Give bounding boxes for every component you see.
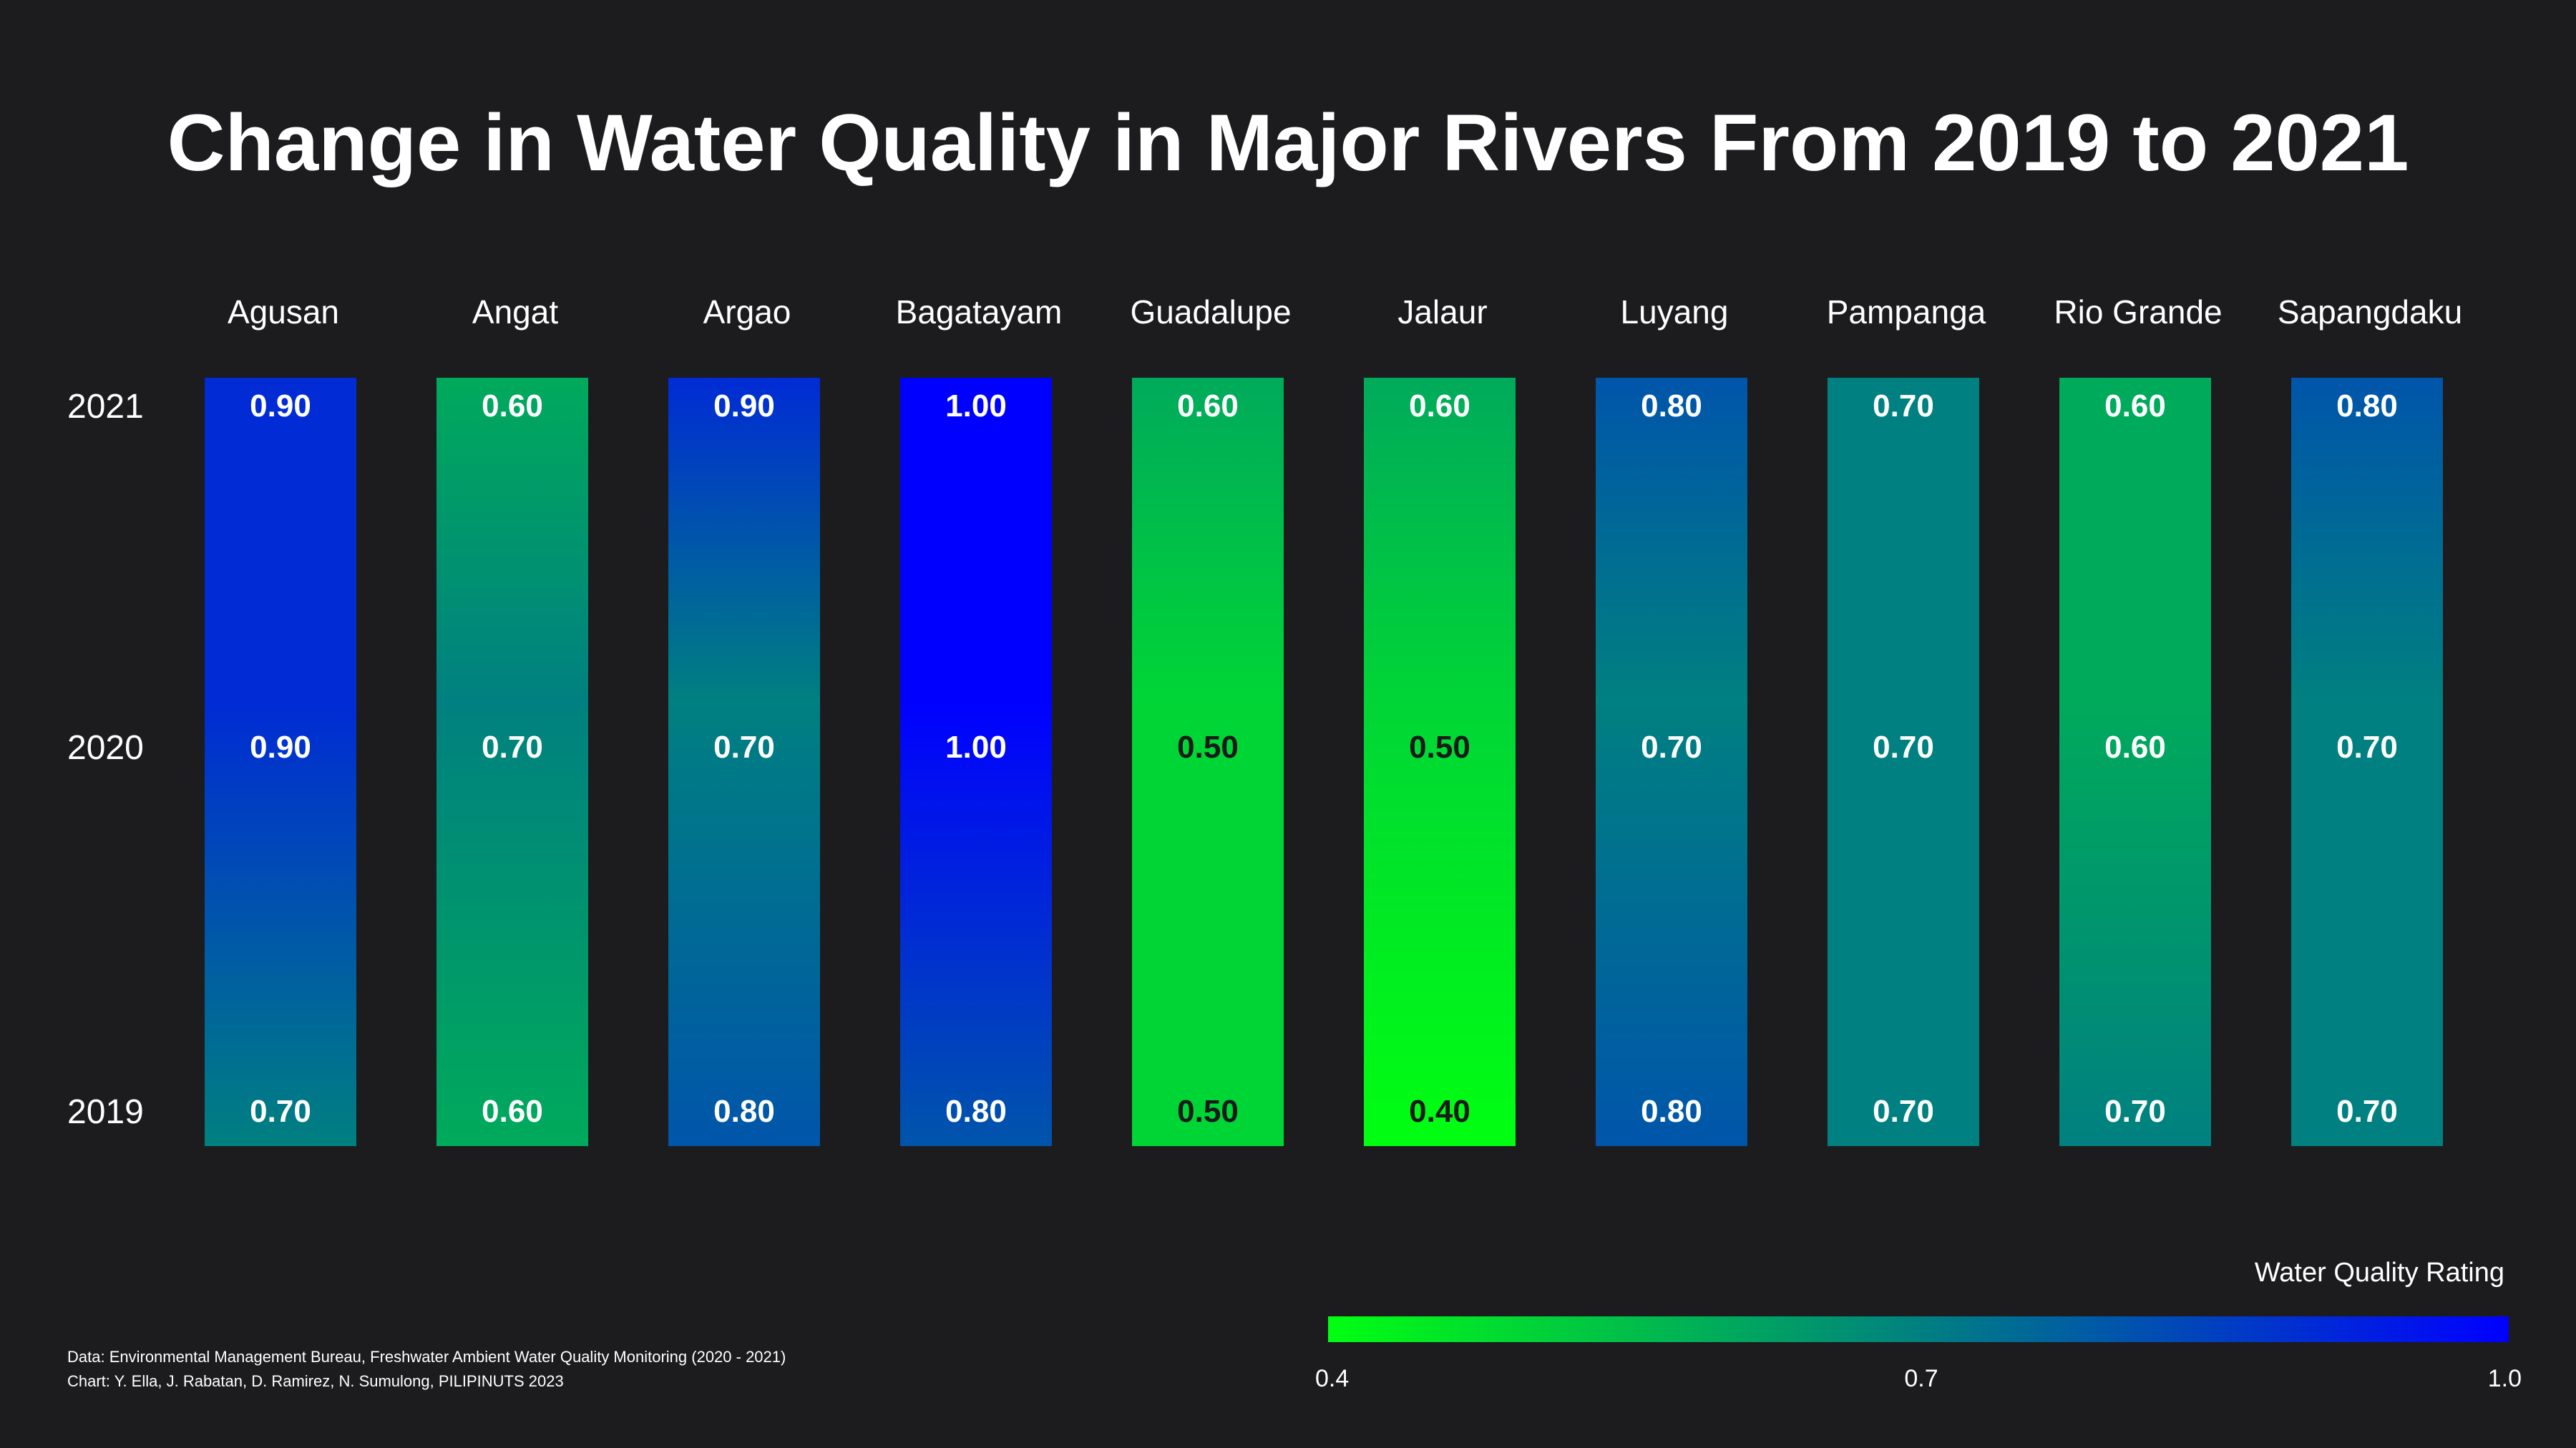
year-label-2020: 2020 (67, 729, 144, 767)
value-label: 1.00 (945, 730, 1007, 765)
legend-tick-label: 0.4 (1315, 1365, 1349, 1392)
river-column-jalaur (1364, 378, 1516, 1146)
value-label: 0.60 (2104, 388, 2166, 424)
value-label: 0.60 (1409, 388, 1470, 424)
value-label: 0.50 (1177, 730, 1239, 765)
value-label: 0.70 (1873, 730, 1934, 765)
river-label: Bagatayam (896, 293, 1063, 331)
color-legend: 0.4 0.7 1.0 (1315, 1316, 2522, 1392)
river-column-luyang (1596, 378, 1747, 1146)
river-label: Argao (703, 293, 791, 331)
value-label: 0.70 (250, 1094, 311, 1129)
river-column-angat (436, 378, 588, 1146)
value-label: 0.40 (1409, 1094, 1470, 1129)
value-label: 1.00 (945, 388, 1007, 424)
value-label: 0.70 (1641, 730, 1702, 765)
value-label: 0.60 (2104, 730, 2166, 765)
credit-note: Chart: Y. Ella, J. Rabatan, D. Ramirez, … (67, 1372, 564, 1390)
value-label: 0.80 (713, 1094, 775, 1129)
value-label: 0.70 (713, 730, 775, 765)
value-label: 0.70 (482, 730, 543, 765)
value-label: 0.90 (250, 388, 311, 424)
value-label: 0.70 (2104, 1094, 2166, 1129)
value-label: 0.70 (2336, 1094, 2398, 1129)
river-label: Jalaur (1397, 293, 1487, 331)
river-label: Rio Grande (2054, 293, 2222, 331)
river-label: Luyang (1621, 293, 1729, 331)
river-label: Guadalupe (1130, 293, 1291, 331)
value-label: 0.60 (482, 1094, 543, 1129)
river-axis: Agusan Angat Argao Bagatayam Guadalupe Jalaur… (228, 293, 2462, 331)
value-label: 0.80 (1641, 388, 1702, 424)
heatmap-columns: 0.90 0.90 0.70 0.60 0.70 0.60 0.90 0.70 0.80 1.00… (205, 378, 2443, 1146)
legend-gradient-bar (1328, 1316, 2509, 1342)
river-column-sapangdaku (2291, 378, 2443, 1146)
value-label: 0.70 (1873, 388, 1934, 424)
legend-tick-label: 1.0 (2488, 1365, 2522, 1392)
year-axis: 2021 2020 2019 (67, 388, 144, 1131)
value-label: 0.70 (2336, 730, 2398, 765)
value-label: 0.80 (2336, 388, 2398, 424)
value-label: 0.60 (1177, 388, 1239, 424)
value-label: 0.50 (1177, 1094, 1239, 1129)
river-label: Pampanga (1827, 293, 1986, 331)
river-column-rio-grande (2059, 378, 2211, 1146)
year-label-2021: 2021 (67, 388, 144, 426)
river-column-guadalupe (1132, 378, 1284, 1146)
chart-title: Change in Water Quality in Major Rivers … (167, 98, 2409, 187)
river-label: Agusan (228, 293, 339, 331)
value-label: 0.70 (1873, 1094, 1934, 1129)
value-label: 0.60 (482, 388, 543, 424)
river-column-argao (668, 378, 820, 1146)
source-note: Data: Environmental Management Bureau, F… (67, 1348, 786, 1366)
value-label: 0.80 (1641, 1094, 1702, 1129)
value-label: 0.50 (1409, 730, 1470, 765)
river-label: Sapangdaku (2278, 293, 2462, 331)
value-label: 0.90 (713, 388, 775, 424)
river-column-agusan (205, 378, 356, 1146)
year-label-2019: 2019 (67, 1093, 144, 1131)
river-label: Angat (472, 293, 558, 331)
legend-tick-label: 0.7 (1904, 1365, 1938, 1392)
river-column-bagatayam (900, 378, 1052, 1146)
value-label: 0.80 (945, 1094, 1007, 1129)
value-label: 0.90 (250, 730, 311, 765)
river-column-pampanga (1828, 378, 1979, 1146)
legend-title: Water Quality Rating (2254, 1258, 2504, 1288)
